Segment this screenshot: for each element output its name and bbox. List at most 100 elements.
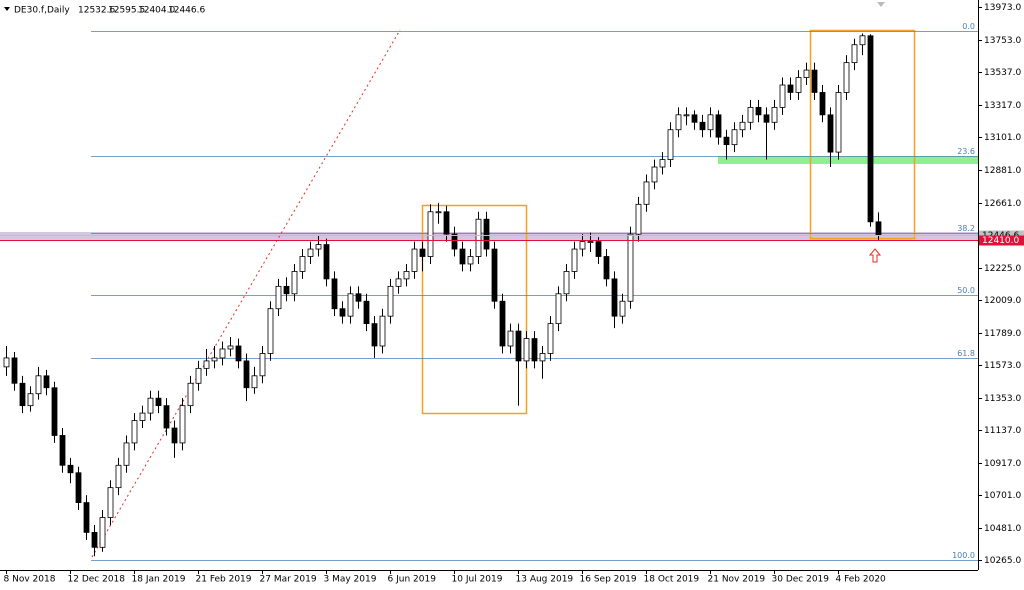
header-value: 12595.5	[108, 6, 145, 16]
header-value: 12446.6	[168, 6, 205, 16]
candle-body	[635, 203, 642, 235]
candle-body	[51, 387, 58, 436]
candle-body	[691, 114, 698, 123]
candle-body	[507, 330, 514, 347]
fib-label: 50.0	[957, 286, 975, 295]
candle-body	[875, 221, 882, 236]
menu-arrow	[4, 7, 10, 11]
trend-line	[91, 29, 401, 558]
candle-body	[27, 393, 34, 407]
y-tick-label: 10701.0	[984, 491, 1021, 501]
candle-body	[699, 121, 706, 131]
candle-body	[627, 233, 634, 302]
candle-body	[339, 308, 346, 317]
candle-body	[379, 315, 386, 347]
y-tick-label: 11137.0	[984, 426, 1021, 436]
candle-body	[323, 244, 330, 280]
candle-body	[827, 114, 834, 153]
fib-label: 61.8	[957, 349, 975, 358]
candle-body	[651, 166, 658, 183]
y-tick-label: 13973.0	[984, 3, 1021, 13]
candle-body	[75, 472, 82, 503]
candle-body	[43, 375, 50, 389]
x-tick-label: 18 Jan 2019	[132, 575, 186, 585]
candle-body	[267, 308, 274, 354]
x-tick-label: 27 Mar 2019	[260, 575, 317, 585]
candle-body	[243, 360, 250, 389]
fib-label: 23.6	[957, 147, 975, 156]
x-tick-label: 30 Dec 2019	[772, 575, 830, 585]
candle-body	[355, 293, 362, 302]
candle-body	[275, 285, 282, 310]
candle-body	[251, 375, 258, 389]
candle-body	[123, 442, 130, 466]
candle-body	[835, 92, 842, 153]
candle-body	[227, 345, 234, 350]
y-tick-label: 12661.0	[984, 199, 1021, 209]
candle-body	[755, 106, 762, 116]
candle-body	[155, 397, 162, 407]
candle-body	[771, 106, 778, 123]
candle-body	[3, 357, 10, 368]
candle-body	[523, 338, 530, 362]
x-tick-label: 6 Jun 2019	[388, 575, 437, 585]
candle-body	[779, 84, 786, 108]
candle-body	[299, 256, 306, 272]
candle-body	[171, 427, 178, 444]
candle-body	[531, 338, 538, 362]
candle-body	[91, 532, 98, 548]
candle-body	[667, 129, 674, 160]
highlight-box	[809, 29, 916, 240]
candle-body	[211, 357, 218, 362]
x-tick-label: 16 Sep 2019	[580, 575, 637, 585]
candle-body	[723, 136, 730, 146]
candle-body	[371, 323, 378, 347]
candle-body	[843, 62, 850, 93]
candle-body	[179, 405, 186, 444]
highlight-box	[421, 204, 528, 415]
candle-body	[483, 218, 490, 250]
candle-body	[795, 77, 802, 93]
candle-body	[419, 248, 426, 257]
y-tick-label: 11789.0	[984, 329, 1021, 339]
x-tick-label: 21 Feb 2019	[196, 575, 252, 585]
candle-body	[99, 517, 106, 548]
candle-body	[451, 233, 458, 250]
candle-body	[107, 487, 114, 518]
price-tag-label: 12410.0	[982, 236, 1019, 246]
candle-body	[467, 256, 474, 265]
candle-body	[555, 293, 562, 325]
candle-body	[115, 464, 122, 489]
candle-body	[819, 92, 826, 116]
candle-body	[587, 241, 594, 243]
candle-body	[59, 435, 66, 466]
candle-body	[139, 412, 146, 421]
candle-body	[363, 300, 370, 325]
candle-body	[459, 248, 466, 265]
price-tag	[979, 235, 1024, 246]
candle-body	[203, 360, 210, 369]
y-tick-label: 10481.0	[984, 524, 1021, 534]
candle-body	[475, 218, 482, 257]
candle-body	[547, 323, 554, 354]
candle-body	[347, 293, 354, 317]
y-tick-label: 13753.0	[984, 36, 1021, 46]
y-tick-label: 13317.0	[984, 101, 1021, 111]
y-tick-label: 10917.0	[984, 459, 1021, 469]
candle-body	[579, 241, 586, 250]
candle-body	[435, 211, 442, 214]
x-tick-label: 21 Nov 2019	[708, 575, 766, 585]
scroll-marker	[877, 2, 885, 7]
fib-label: 100.0	[952, 551, 975, 560]
fib-label: 38.2	[957, 224, 975, 233]
candle-body	[611, 278, 618, 317]
candle-body	[867, 35, 874, 223]
candle-body	[619, 300, 626, 317]
header-value: 12532.6	[78, 6, 115, 16]
candle-body	[731, 129, 738, 146]
y-tick-label: 12225.0	[984, 264, 1021, 274]
candle-body	[707, 114, 714, 131]
candle-body	[515, 330, 522, 362]
